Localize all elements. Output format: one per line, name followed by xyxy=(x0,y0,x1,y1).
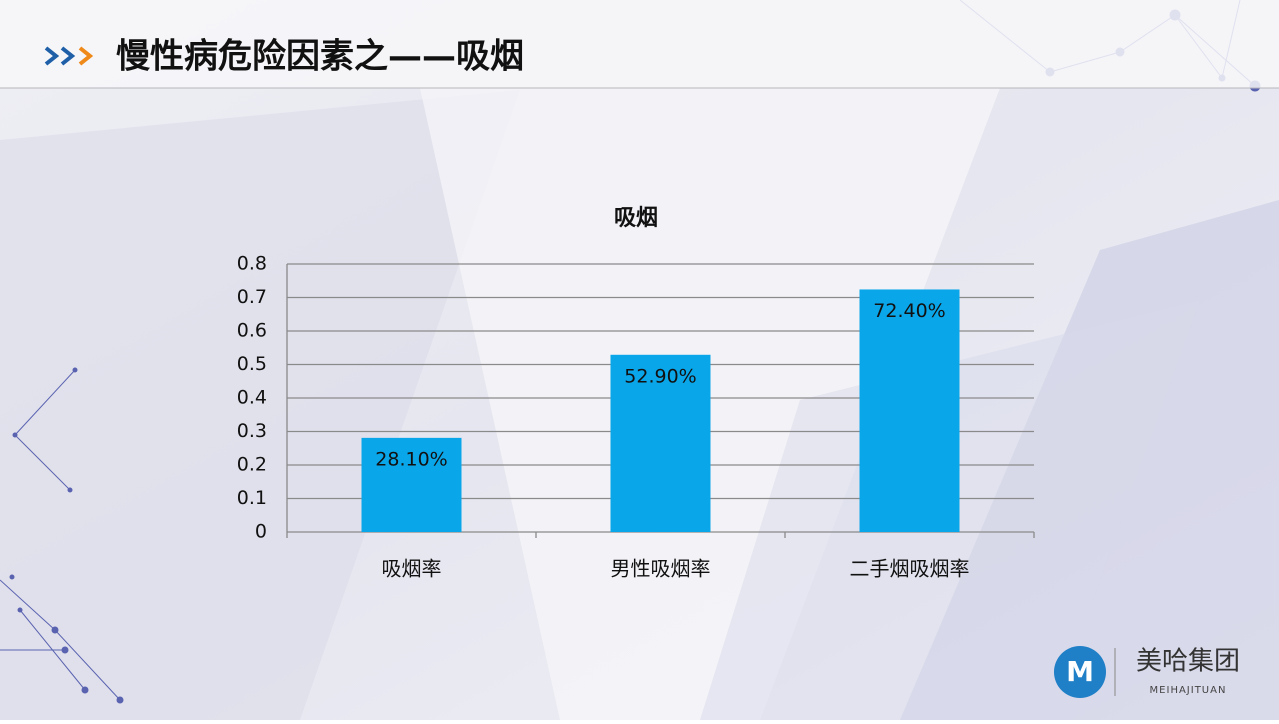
svg-text:M: M xyxy=(1066,655,1094,688)
value-label: 52.90% xyxy=(624,365,696,387)
value-label: 28.10% xyxy=(375,448,447,470)
y-tick-label: 0.6 xyxy=(237,320,267,342)
logo: M 美哈集团 MEIHAJITUAN xyxy=(1054,646,1240,698)
bar xyxy=(361,437,462,532)
y-tick-label: 0.4 xyxy=(237,387,267,409)
x-tick-label: 男性吸烟率 xyxy=(611,557,711,581)
y-tick-label: 0.2 xyxy=(237,454,267,476)
logo-name: 美哈集团 xyxy=(1136,647,1240,677)
y-tick-label: 0 xyxy=(255,521,267,543)
y-tick-label: 0.3 xyxy=(237,420,267,442)
y-tick-label: 0.1 xyxy=(237,487,267,509)
slide-title: 慢性病危险因素之——吸烟 xyxy=(116,37,524,77)
x-tick-label: 二手烟吸烟率 xyxy=(850,557,970,581)
bar xyxy=(610,354,711,532)
title-bar xyxy=(0,0,1279,88)
logo-subtitle: MEIHAJITUAN xyxy=(1150,685,1227,696)
chart-title: 吸烟 xyxy=(614,206,658,231)
y-tick-label: 0.8 xyxy=(237,253,267,275)
y-tick-label: 0.7 xyxy=(237,286,267,308)
x-tick-label: 吸烟率 xyxy=(382,557,442,581)
y-tick-label: 0.5 xyxy=(237,353,267,375)
bar xyxy=(859,289,960,532)
value-label: 72.40% xyxy=(873,300,945,322)
title-arrows xyxy=(44,46,94,66)
bg-shape xyxy=(0,90,520,720)
